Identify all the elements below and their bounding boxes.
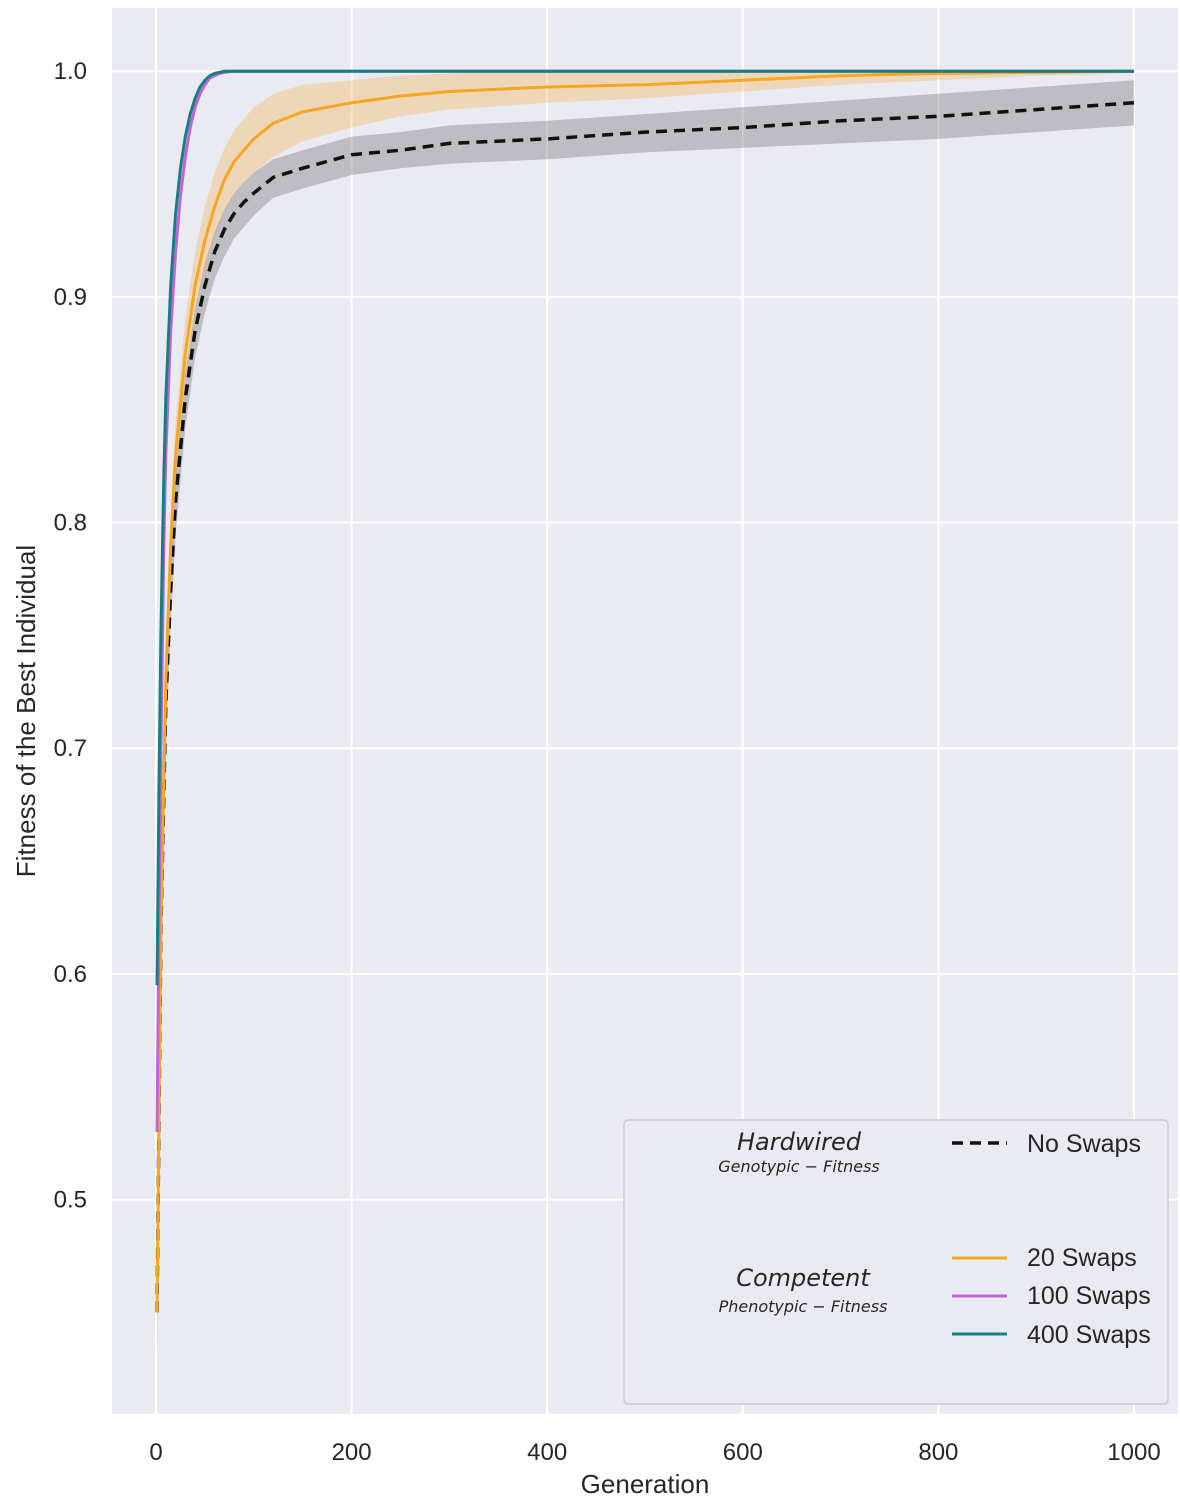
y-tick-label: 0.6 [54,961,87,988]
y-tick-label: 0.8 [54,510,87,537]
x-tick-label: 600 [723,1439,763,1466]
legend-entry-no-swaps: No Swaps [1027,1130,1141,1158]
grid [112,8,1178,1414]
series-line-no-swaps [155,101,1135,1313]
y-tick-label: 1.0 [54,58,87,85]
plot-area [155,69,1135,1358]
x-tick-label: 400 [527,1439,567,1466]
series-line-20-swaps [155,69,1135,1313]
band-no-swaps [157,80,1134,1358]
legend-group-subtitle-competent: Phenotypic − Fitness [719,1297,888,1316]
y-tick-label: 0.5 [54,1187,87,1214]
legend-group-title-hardwired: Hardwired [737,1128,862,1156]
x-tick-label: 200 [332,1439,372,1466]
legend-group-title-competent: Competent [736,1264,871,1292]
x-tick-label: 800 [918,1439,958,1466]
y-axis-label: Fitness of the Best Individual [11,545,41,877]
legend-entry-100-swaps: 100 Swaps [1027,1282,1151,1310]
legend-box [623,1119,1169,1405]
x-tick-label: 1000 [1107,1439,1160,1466]
x-axis-label: Generation [581,1469,710,1499]
legend-entry-20-swaps: 20 Swaps [1027,1244,1137,1272]
y-tick-label: 0.7 [54,735,87,762]
x-tick-label: 0 [149,1439,162,1466]
series-line-400-swaps [155,69,1134,986]
legend: Hardwired Genotypic − Fitness Competent … [623,1119,1169,1405]
legend-entry-400-swaps: 400 Swaps [1027,1321,1151,1349]
tick-labels: 0 200 400 600 800 1000 0.5 0.6 0.7 0.8 0.9 1.0 [54,58,1161,1466]
y-tick-label: 0.9 [54,284,87,311]
legend-group-subtitle-hardwired: Genotypic − Fitness [718,1157,879,1176]
